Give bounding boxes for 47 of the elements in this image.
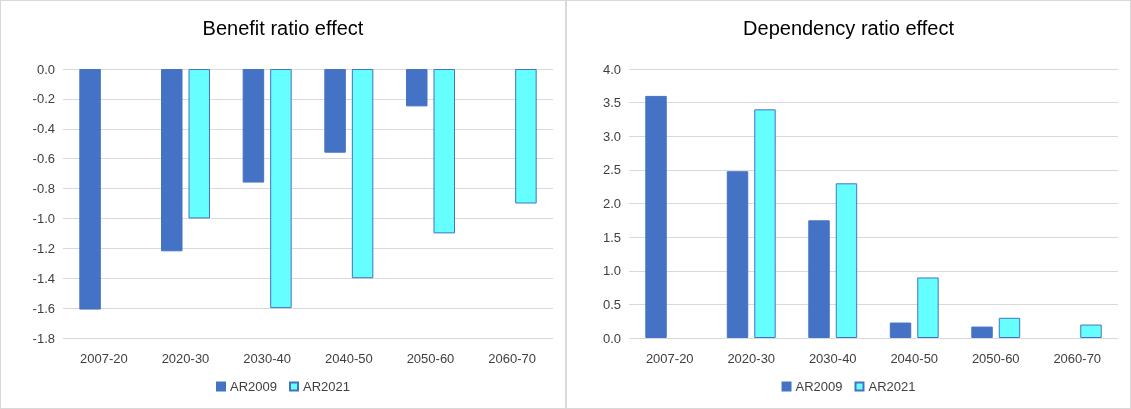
x-tick-label: 2050-60 [406, 351, 455, 366]
bar [835, 183, 858, 338]
y-tick-label: -1.8 [32, 330, 55, 346]
y-tick-label: 0.5 [602, 296, 621, 312]
y-tick-label: -1.2 [32, 240, 55, 256]
x-tick-label: 2030-40 [243, 351, 292, 366]
y-tick-label: 0.0 [602, 330, 621, 346]
y-tick-label: 2.0 [602, 196, 621, 211]
bar [917, 277, 939, 338]
x-tick-label: 2007-20 [645, 351, 694, 366]
y-tick-label: 3.5 [602, 95, 621, 111]
x-tick-label: 2060-70 [488, 351, 537, 366]
x-tick-label: 2050-60 [971, 351, 1020, 366]
y-tick-label: -0.2 [32, 91, 55, 107]
y-tick-label: 3.0 [602, 128, 621, 144]
y-tick-label: 2.5 [602, 162, 621, 178]
bar [998, 317, 1021, 338]
legend-label: AR2009 [795, 379, 843, 394]
bar [754, 109, 776, 338]
chart-title: Benefit ratio effect [202, 17, 364, 39]
y-tick-label: 1.0 [602, 263, 621, 279]
bar [971, 326, 993, 338]
y-tick-label: -1.6 [32, 300, 55, 316]
y-tick-label: -0.8 [32, 181, 55, 197]
bar [1080, 324, 1102, 338]
y-tick-label: 4.0 [602, 61, 621, 77]
x-tick-label: 2040-50 [324, 351, 373, 366]
y-tick-label: -1.0 [32, 210, 55, 226]
x-tick-label: 2060-70 [1053, 351, 1102, 366]
chart-title: Dependency ratio effect [743, 17, 955, 39]
y-tick-label: -0.6 [32, 151, 55, 167]
x-tick-label: 2020-30 [727, 351, 776, 366]
x-tick-label: 2020-30 [161, 351, 210, 366]
legend-label: AR2021 [303, 379, 350, 394]
bar [808, 220, 830, 338]
y-tick-label: 1.5 [602, 229, 621, 245]
bar [726, 171, 749, 338]
x-tick-label: 2040-50 [890, 351, 939, 366]
x-tick-label: 2030-40 [808, 351, 857, 366]
x-tick-label: 2007-20 [79, 351, 128, 366]
y-tick-label: -1.4 [32, 270, 55, 286]
legend-label: AR2021 [868, 379, 916, 394]
y-tick-label: 0.0 [36, 61, 55, 77]
bar [645, 95, 667, 338]
y-tick-label: -0.4 [32, 121, 55, 137]
legend-label: AR2009 [230, 379, 278, 394]
bar [889, 322, 912, 338]
